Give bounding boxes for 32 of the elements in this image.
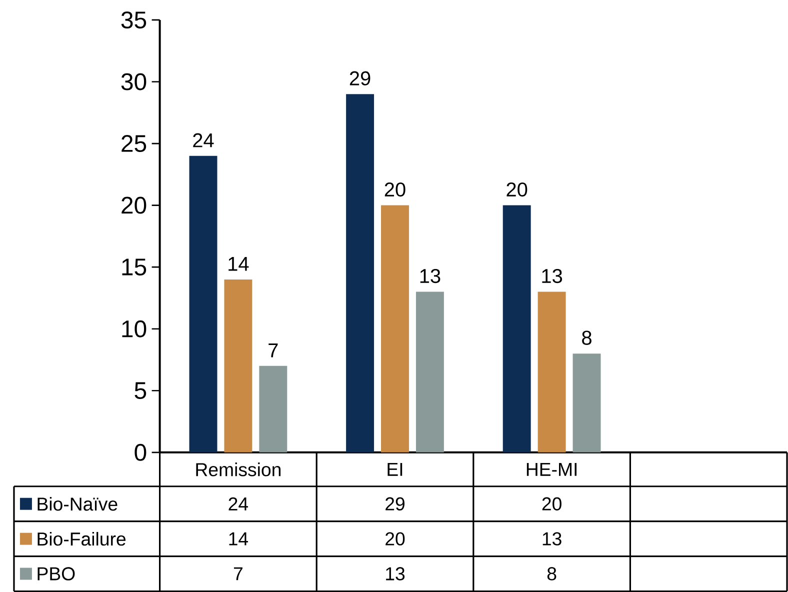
y-tick-label: 20 — [122, 196, 146, 214]
x-tick-label: EI — [388, 462, 402, 476]
data-label: 29 — [386, 497, 404, 510]
text: 7 — [268, 343, 278, 358]
data-label: 8 — [547, 567, 556, 580]
y-tick-label: 25 — [122, 135, 146, 152]
legend-label: PBO — [38, 567, 75, 580]
y-tick-label: 0 — [134, 444, 146, 461]
text: 14 — [228, 256, 249, 271]
data-label: 13 — [542, 532, 562, 546]
text: 13 — [420, 268, 440, 284]
text: 13 — [542, 268, 562, 284]
x-tick-label: HE-MI — [526, 462, 576, 476]
data-label: 7 — [234, 567, 242, 580]
data-label: 20 — [386, 532, 405, 546]
y-tick-label: 10 — [122, 320, 146, 338]
data-label: 24 — [228, 497, 248, 510]
y-tick-label: 5 — [134, 382, 146, 399]
y-tick-label: 30 — [121, 73, 146, 90]
legend-label: Bio-Failure — [38, 532, 126, 546]
y-tick-label: 35 — [121, 11, 146, 28]
legend-label: Bio-Naïve — [38, 496, 118, 511]
text: 29 — [350, 71, 370, 86]
y-tick-label: 15 — [122, 258, 146, 276]
text: 8 — [582, 330, 592, 345]
text: 24 — [193, 133, 214, 148]
x-tick-label: Remission — [196, 462, 280, 476]
data-label: 13 — [386, 567, 405, 580]
data-label: 20 — [542, 497, 562, 510]
text: 20 — [506, 182, 528, 197]
data-label: 14 — [229, 532, 248, 546]
text: 20 — [384, 182, 406, 197]
